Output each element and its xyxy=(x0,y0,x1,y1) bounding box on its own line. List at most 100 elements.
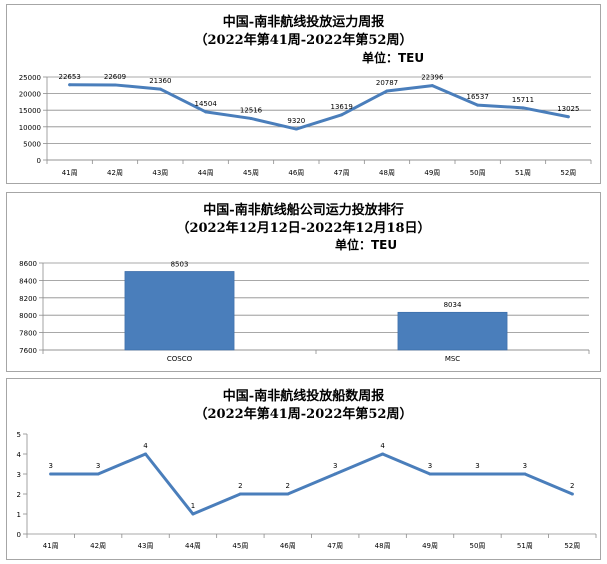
data-label: 3 xyxy=(428,462,432,470)
x-tick-label: 46周 xyxy=(280,542,296,550)
data-label: 3 xyxy=(523,462,527,470)
bar xyxy=(397,311,508,351)
x-tick-label: 41周 xyxy=(43,542,59,550)
data-point xyxy=(294,127,298,131)
x-tick-label: COSCO xyxy=(167,355,193,363)
data-point xyxy=(113,83,117,87)
chart-subtitle: （2022年第41周-2022年第52周） xyxy=(194,33,413,48)
y-tick-label: 2 xyxy=(17,491,21,499)
y-tick-label: 15000 xyxy=(19,107,41,115)
y-tick-label: 10000 xyxy=(19,124,41,132)
x-tick-label: 41周 xyxy=(62,169,78,177)
y-tick-label: 8200 xyxy=(19,295,37,303)
x-tick-label: 49周 xyxy=(422,542,438,550)
data-label: 3 xyxy=(96,462,100,470)
chart-subtitle: （2022年第41周-2022年第52周） xyxy=(194,407,413,422)
y-tick-label: 5 xyxy=(17,431,21,439)
data-label: 22653 xyxy=(59,73,81,81)
chart-title: 中国-南非航线船公司运力投放排行 xyxy=(203,203,404,218)
x-tick-label: 51周 xyxy=(515,169,531,177)
data-point xyxy=(204,110,208,114)
data-label: 21360 xyxy=(149,77,171,85)
chart-subtitle: （2022年12月12日-2022年12月18日） xyxy=(176,221,431,236)
data-label: 9320 xyxy=(287,117,305,125)
x-tick-label: 50周 xyxy=(469,542,485,550)
y-tick-label: 7600 xyxy=(19,347,37,355)
chart-unit: 单位：TEU xyxy=(335,238,398,252)
chart-title: 中国-南非航线投放运力周报 xyxy=(222,15,385,30)
data-point xyxy=(238,492,242,496)
data-label: 2 xyxy=(286,482,290,490)
data-point xyxy=(381,452,385,456)
carrier-ranking-chart: 7600 7800 8000 8200 8400 8600 8503 COSCO 8034 MSC xyxy=(19,260,590,363)
x-tick-label: MSC xyxy=(445,355,460,363)
data-point xyxy=(566,115,570,119)
data-point xyxy=(340,113,344,117)
data-label: 3 xyxy=(475,462,479,470)
x-tick-label: 44周 xyxy=(198,169,214,177)
data-label: 4 xyxy=(143,442,148,450)
data-point xyxy=(96,472,100,476)
y-tick-label: 8600 xyxy=(19,260,37,268)
chart-unit: 单位：TEU xyxy=(362,51,425,65)
data-label: 3 xyxy=(333,462,337,470)
data-point xyxy=(475,472,479,476)
data-label: 14504 xyxy=(195,100,218,108)
data-label: 20787 xyxy=(376,79,398,87)
y-tick-label: 4 xyxy=(17,451,22,459)
data-label: 22396 xyxy=(421,74,444,82)
capacity-weekly-panel: 中国-南非航线投放运力周报 （2022年第41周-2022年第52周） 单位：T… xyxy=(6,4,601,184)
y-tick-label: 1 xyxy=(17,511,21,519)
y-tick-label: 8400 xyxy=(19,277,37,285)
y-tick-label: 0 xyxy=(17,531,21,539)
data-point xyxy=(286,492,290,496)
data-label: 13025 xyxy=(557,105,579,113)
capacity-weekly-chart: 0 5000 10000 15000 20000 25000 41周 42周 43周 44周 45周… xyxy=(19,73,592,177)
y-tick-label: 0 xyxy=(37,157,41,165)
data-point xyxy=(333,472,337,476)
data-point xyxy=(68,83,72,87)
data-point xyxy=(385,89,389,93)
x-tick-label: 48周 xyxy=(379,169,395,177)
data-point xyxy=(523,472,527,476)
y-tick-label: 7800 xyxy=(19,330,37,338)
data-point xyxy=(428,472,432,476)
data-label: 2 xyxy=(238,482,242,490)
x-tick-label: 48周 xyxy=(375,542,391,550)
x-tick-label: 47周 xyxy=(327,542,343,550)
data-point xyxy=(49,472,53,476)
data-point xyxy=(191,512,195,516)
data-point xyxy=(476,103,480,107)
data-label: 8503 xyxy=(171,260,189,268)
data-label: 2 xyxy=(570,482,574,490)
data-label: 1 xyxy=(191,502,195,510)
x-tick-label: 42周 xyxy=(90,542,106,550)
carrier-ranking-panel: 中国-南非航线船公司运力投放排行 （2022年12月12日-2022年12月18… xyxy=(6,192,601,372)
data-label: 22609 xyxy=(104,73,126,81)
data-label: 12516 xyxy=(240,106,263,114)
x-tick-label: 46周 xyxy=(288,169,304,177)
data-point xyxy=(144,452,148,456)
data-point xyxy=(430,84,434,88)
x-tick-label: 51周 xyxy=(517,542,533,550)
data-label: 8034 xyxy=(444,301,462,309)
bar xyxy=(124,271,235,351)
x-tick-label: 50周 xyxy=(470,169,486,177)
chart-title: 中国-南非航线投放船数周报 xyxy=(222,389,385,404)
data-point xyxy=(521,106,525,110)
data-label: 16537 xyxy=(467,93,489,101)
data-label: 4 xyxy=(380,442,385,450)
series-line xyxy=(49,452,574,516)
data-label: 15711 xyxy=(512,96,534,104)
data-label: 13619 xyxy=(331,103,353,111)
data-label: 3 xyxy=(48,462,52,470)
series-line xyxy=(68,83,570,131)
y-tick-label: 5000 xyxy=(23,140,41,148)
x-tick-label: 45周 xyxy=(232,542,248,550)
y-tick-label: 20000 xyxy=(19,91,41,99)
data-point xyxy=(158,87,162,91)
x-tick-label: 42周 xyxy=(107,169,123,177)
y-tick-label: 8000 xyxy=(19,312,37,320)
x-tick-label: 44周 xyxy=(185,542,201,550)
y-tick-label: 3 xyxy=(17,471,21,479)
